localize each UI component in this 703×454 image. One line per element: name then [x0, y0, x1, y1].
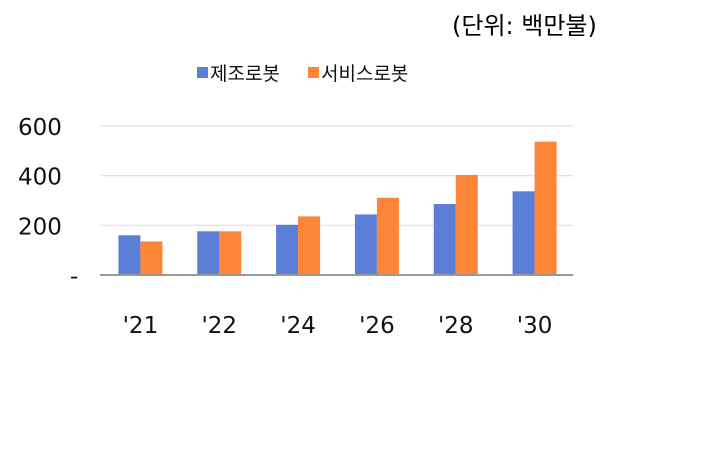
bar-service — [298, 216, 321, 275]
bar-manufacturing — [354, 214, 377, 275]
bar-service — [534, 141, 557, 275]
x-tick-label: '24 — [280, 313, 316, 339]
y-tick-label: 400 — [18, 165, 62, 191]
bar-service — [219, 231, 242, 275]
x-tick-label: '28 — [438, 313, 474, 339]
y-tick-label: - — [70, 264, 78, 290]
bar-service — [376, 197, 399, 275]
legend-label: 제조로봇 — [210, 63, 280, 85]
x-tick-label: '26 — [359, 313, 395, 339]
bar-manufacturing — [276, 224, 299, 275]
x-tick-label: '21 — [123, 313, 159, 339]
legend-swatch — [197, 67, 208, 78]
bar-manufacturing — [197, 231, 220, 275]
bar-service — [140, 241, 163, 275]
bar-service — [455, 174, 478, 275]
bar-manufacturing — [118, 235, 141, 275]
unit-label: (단위: 백만불) — [452, 12, 597, 40]
bar-manufacturing — [433, 203, 456, 275]
y-tick-label: 200 — [18, 214, 62, 240]
bar-manufacturing — [512, 191, 535, 275]
legend-swatch — [308, 67, 319, 78]
x-tick-label: '22 — [201, 313, 237, 339]
y-tick-label: 600 — [18, 115, 62, 141]
legend-label: 서비스로봇 — [321, 63, 408, 85]
x-tick-label: '30 — [517, 313, 553, 339]
